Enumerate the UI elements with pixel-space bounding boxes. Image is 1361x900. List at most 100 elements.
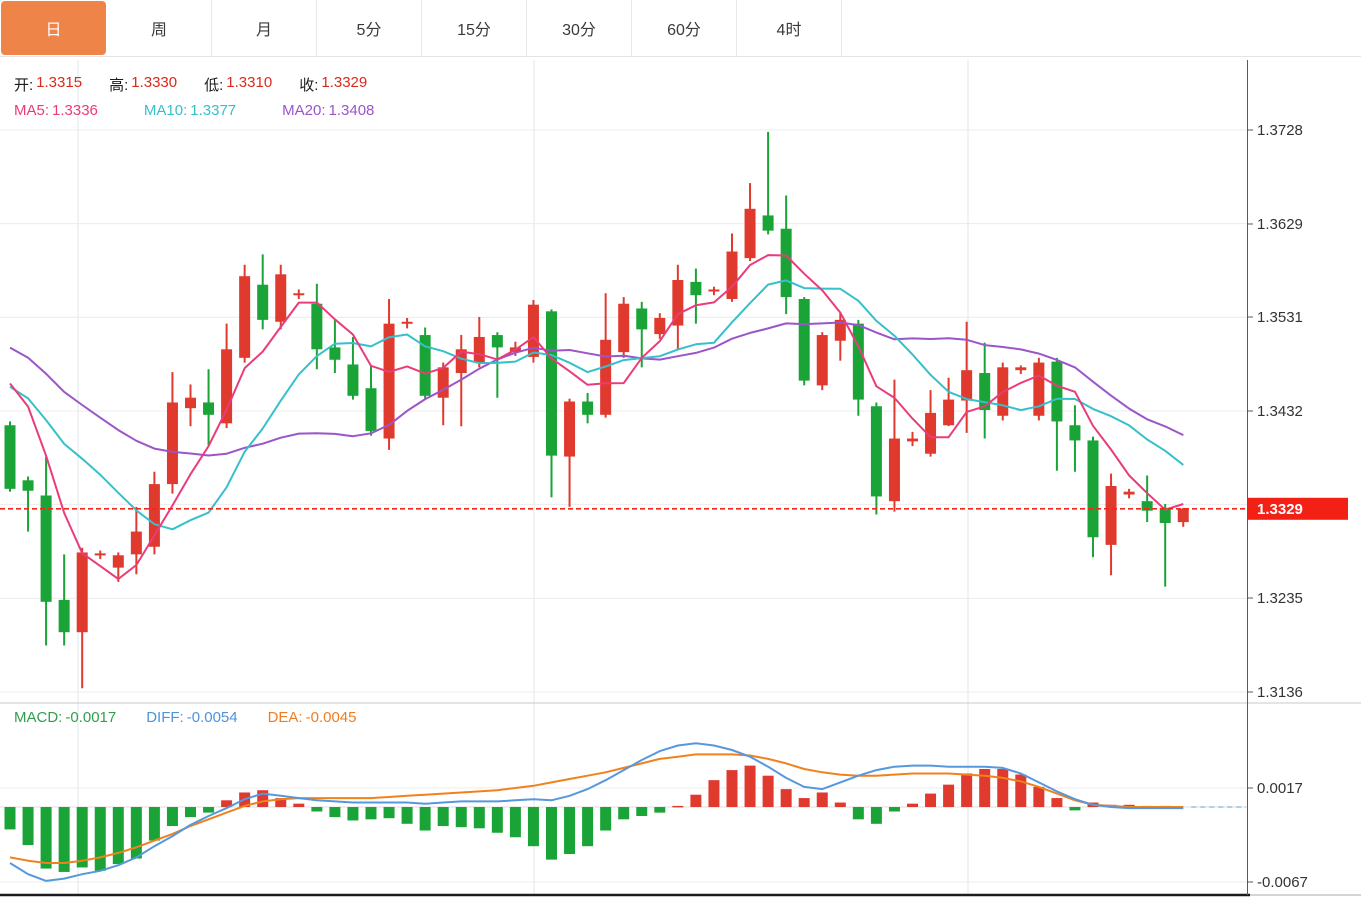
ma-item-label: MA5: bbox=[14, 102, 50, 119]
ma-item-value: 1.3336 bbox=[52, 102, 98, 119]
macd-hist-bar bbox=[1015, 774, 1027, 808]
macd-hist-bar bbox=[1051, 798, 1063, 808]
macd-hist-bar bbox=[257, 790, 269, 808]
macd-hist-bar bbox=[148, 807, 160, 841]
tab-month[interactable]: 月 bbox=[212, 0, 317, 56]
candle-body bbox=[816, 335, 828, 386]
macd-hist-bar bbox=[58, 807, 70, 872]
macd-hist-bar bbox=[329, 807, 341, 818]
ohlc-item-label: 开: bbox=[14, 77, 34, 94]
ma-item-value: 1.3377 bbox=[190, 102, 237, 119]
tab-label: 月 bbox=[255, 22, 272, 39]
candle-body bbox=[618, 303, 630, 353]
candle-body bbox=[1033, 362, 1045, 416]
candle-body bbox=[94, 553, 106, 556]
ohlc-item-value: 1.3330 bbox=[131, 74, 178, 91]
macd-hist-bar bbox=[780, 789, 792, 808]
candle-body bbox=[401, 321, 413, 324]
candle-body bbox=[744, 208, 756, 259]
candle-body bbox=[1015, 367, 1027, 371]
y-axis-label: 1.3629 bbox=[1257, 216, 1303, 233]
tab-label: 周 bbox=[150, 22, 167, 39]
macd-hist-bar bbox=[293, 803, 305, 808]
tab-60min[interactable]: 60分 bbox=[632, 0, 737, 56]
candle-body bbox=[1069, 425, 1081, 441]
ma-item: MA10: 1.3377 bbox=[144, 102, 236, 119]
macd-hist-bar bbox=[907, 803, 918, 808]
tab-week[interactable]: 周 bbox=[107, 0, 212, 56]
candle-body bbox=[365, 388, 377, 431]
candle-body bbox=[943, 399, 955, 426]
candle-body bbox=[1087, 440, 1099, 538]
tab-label: 15分 bbox=[457, 22, 491, 39]
candle-body bbox=[1105, 485, 1117, 545]
tab-15min[interactable]: 15分 bbox=[422, 0, 527, 56]
macd-item-value: -0.0017 bbox=[65, 709, 117, 726]
macd-hist-bar bbox=[618, 807, 630, 820]
candle-body bbox=[672, 279, 684, 326]
macd-hist-bar bbox=[997, 768, 1009, 808]
ohlc-item-value: 1.3329 bbox=[321, 74, 368, 91]
macd-hist-bar bbox=[203, 807, 215, 813]
ma-item-value: 1.3408 bbox=[328, 102, 375, 119]
macd-hist-bar bbox=[636, 807, 648, 816]
tab-30min[interactable]: 30分 bbox=[527, 0, 632, 56]
y-axis-label: 1.3432 bbox=[1257, 403, 1303, 420]
ma-item-label: MA20: bbox=[282, 102, 326, 119]
candle-body bbox=[979, 373, 991, 411]
tab-label: 4时 bbox=[776, 22, 802, 39]
candle-body bbox=[1141, 501, 1153, 511]
candle-body bbox=[22, 480, 34, 491]
tab-label: 30分 bbox=[562, 22, 596, 39]
tabbar-filler bbox=[842, 0, 1361, 56]
candle-body bbox=[419, 335, 431, 396]
timeframe-tabbar: 日 周 月 5分 15分 30分 60分 4时 bbox=[0, 0, 1361, 57]
macd-hist-bar bbox=[455, 807, 467, 828]
macd-hist-bar bbox=[654, 807, 666, 813]
candle-body bbox=[293, 293, 305, 296]
macd-hist-bar bbox=[564, 807, 576, 855]
macd-hist-bar bbox=[852, 807, 864, 820]
macd-hist-bar bbox=[798, 798, 810, 808]
candle-body bbox=[852, 323, 864, 400]
ma5-line bbox=[9, 254, 1184, 580]
tab-4hour[interactable]: 4时 bbox=[737, 0, 842, 56]
ma10-line bbox=[9, 279, 1184, 531]
macd-hist-bar bbox=[708, 780, 720, 808]
candle-body bbox=[76, 552, 88, 633]
candle-body bbox=[473, 336, 485, 363]
candle-body bbox=[166, 402, 178, 485]
candle-body bbox=[455, 349, 467, 374]
candle-body bbox=[275, 274, 287, 322]
ohlc-info-row: 开: 1.3315 高: 1.3330 低: 1.3310 收: 1.3329 bbox=[14, 74, 367, 95]
macd-hist-bar bbox=[546, 807, 557, 860]
candle-body bbox=[1177, 508, 1189, 523]
candle-body bbox=[437, 367, 449, 398]
macd-hist-bar bbox=[816, 792, 828, 808]
ma20-line bbox=[9, 321, 1184, 457]
candle-body bbox=[564, 401, 576, 457]
tab-5min[interactable]: 5分 bbox=[317, 0, 422, 56]
candle-body bbox=[654, 317, 666, 335]
tab-day[interactable]: 日 bbox=[1, 1, 106, 55]
ma-item: MA5: 1.3336 bbox=[14, 102, 98, 119]
ohlc-item-value: 1.3310 bbox=[226, 74, 273, 91]
macd-hist-bar bbox=[221, 800, 233, 808]
macd-info-row: MACD: -0.0017 DIFF: -0.0054 DEA: -0.0045 bbox=[14, 709, 356, 726]
candle-body bbox=[239, 276, 251, 358]
macd-hist-bar bbox=[185, 807, 196, 818]
macd-hist-bar bbox=[275, 798, 287, 808]
macd-hist-bar bbox=[762, 775, 774, 808]
macd-item: DIFF: -0.0054 bbox=[146, 709, 237, 726]
candle-body bbox=[185, 397, 196, 409]
macd-hist-bar bbox=[473, 807, 485, 829]
candle-body bbox=[546, 311, 557, 456]
candle-body bbox=[203, 402, 215, 415]
macd-item-label: DIFF: bbox=[146, 709, 184, 726]
candle-body bbox=[870, 406, 882, 497]
macd-hist-bar bbox=[1069, 807, 1081, 811]
macd-hist-bar bbox=[40, 807, 52, 869]
ma-item-label: MA10: bbox=[143, 102, 188, 119]
